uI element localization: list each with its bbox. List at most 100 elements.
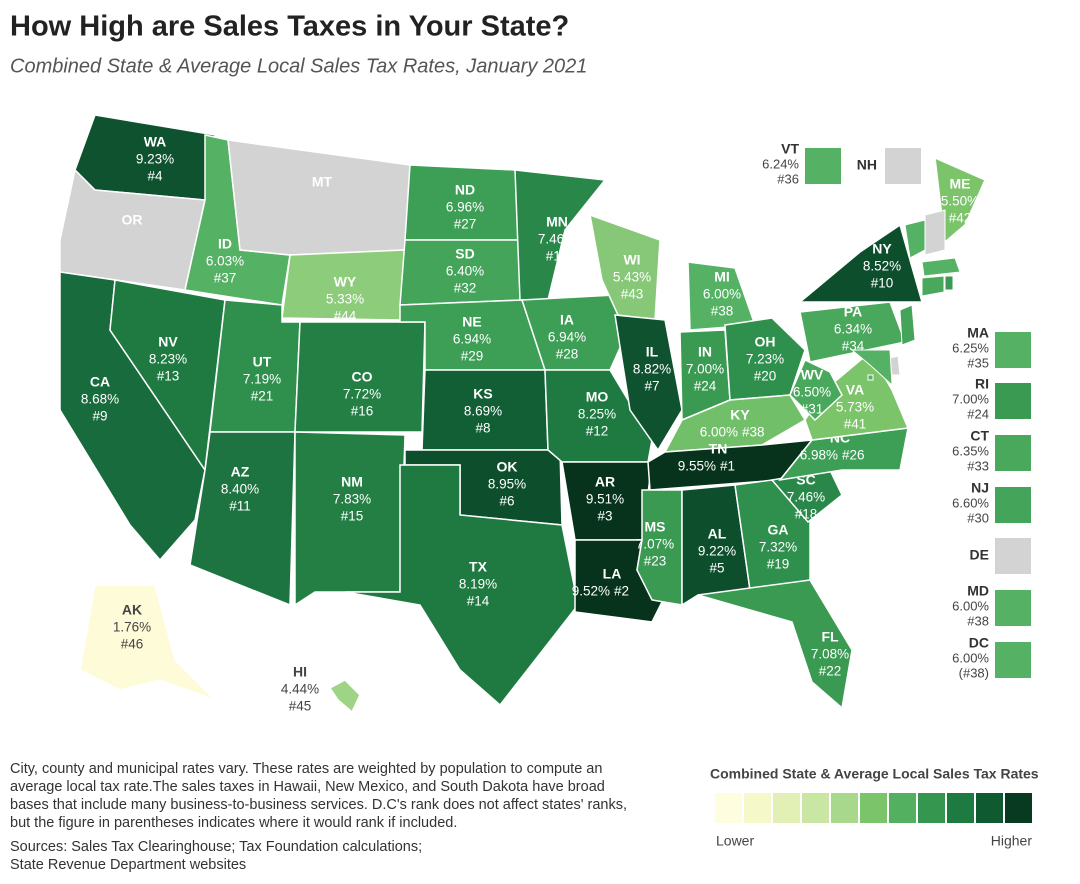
state-box — [805, 148, 841, 184]
state-abbr: NJ — [971, 480, 989, 496]
state-rank: #35 — [967, 355, 989, 370]
subtitle: Combined State & Average Local Sales Tax… — [10, 55, 587, 77]
state-rate: 5.50% — [941, 194, 979, 209]
state-shape — [789, 358, 843, 422]
state-rate: 7.32% — [759, 540, 797, 555]
state-rank: #36 — [777, 171, 799, 186]
state-box — [995, 642, 1031, 678]
state-rank: #33 — [967, 458, 989, 473]
state-abbr: NH — [857, 157, 877, 173]
state-rate: 8.82% — [633, 362, 671, 377]
state-rate: 6.00% — [700, 425, 738, 440]
state-rate: 9.51% — [586, 492, 624, 507]
state-abbr: MS — [645, 519, 666, 535]
state-abbr: RI — [975, 376, 989, 392]
state-abbr: MT — [312, 174, 333, 190]
state-rate: 8.95% — [488, 477, 526, 492]
state-abbr: TX — [469, 559, 488, 575]
state-abbr: MD — [967, 583, 989, 599]
state-shape — [924, 209, 946, 256]
state-shape — [344, 464, 579, 707]
state-abbr: TN — [709, 441, 728, 457]
state-rate: 9.52% — [572, 584, 610, 599]
state-abbr: AK — [122, 602, 142, 618]
state-abbr: FL — [821, 629, 839, 645]
state-abbr: UT — [253, 354, 272, 370]
state-rate: 6.96% — [446, 200, 484, 215]
state-rank: #44 — [334, 309, 357, 324]
state-rate: 7.08% — [811, 647, 849, 662]
state-abbr: OR — [122, 212, 143, 228]
legend-swatch — [831, 793, 858, 823]
state-abbr: NY — [872, 241, 892, 257]
state-abbr: AR — [595, 474, 615, 490]
state-abbr: NM — [341, 474, 363, 490]
state-abbr: WY — [334, 274, 357, 290]
source-line: State Revenue Department websites — [10, 857, 247, 873]
state-abbr: AL — [708, 526, 727, 542]
state-rank: #38 — [711, 304, 734, 319]
state-rank: #17 — [546, 249, 569, 264]
state-shape — [921, 257, 961, 277]
state-rank: #27 — [454, 217, 477, 232]
state-rate: 7.72% — [343, 387, 381, 402]
state-abbr: ND — [455, 182, 475, 198]
state-abbr: PA — [844, 304, 862, 320]
state-box — [995, 538, 1031, 574]
state-abbr: WV — [801, 367, 824, 383]
state-rate: 8.19% — [459, 577, 497, 592]
state-abbr: DE — [970, 547, 989, 563]
state-rank: #19 — [767, 557, 790, 572]
state-shape — [79, 584, 216, 701]
state-shape — [697, 579, 853, 710]
state-abbr: VA — [846, 382, 864, 398]
state-abbr: DC — [969, 635, 989, 651]
state-abbr: CT — [970, 428, 989, 444]
state-rank: #24 — [694, 379, 717, 394]
state-rate: 1.76% — [113, 620, 151, 635]
state-rank: #23 — [644, 554, 667, 569]
state-abbr: KS — [473, 386, 492, 402]
state-rate: 8.68% — [81, 392, 119, 407]
state-rank: (#38) — [959, 665, 989, 680]
state-abbr: MN — [546, 214, 568, 230]
state-rank: #31 — [801, 402, 824, 417]
state-rank: #7 — [644, 379, 659, 394]
state-rank: #29 — [461, 349, 484, 364]
state-shape — [944, 275, 954, 291]
state-rank: #2 — [614, 584, 629, 599]
state-shape — [514, 169, 607, 301]
state-rate: 6.24% — [762, 156, 799, 171]
state-rate: 6.35% — [952, 443, 989, 458]
state-rank: #37 — [214, 271, 237, 286]
legend-swatch — [773, 793, 800, 823]
notes: City, county and municipal rates vary. T… — [10, 761, 627, 831]
state-shape — [614, 314, 683, 452]
state-shape — [520, 294, 629, 371]
state-rate: 8.69% — [464, 404, 502, 419]
state-shape — [189, 431, 296, 607]
state-rank: #6 — [499, 494, 514, 509]
legend-title: Combined State & Average Local Sales Tax… — [710, 766, 1039, 782]
state-abbr: HI — [293, 664, 307, 680]
legend-low: Lower — [716, 833, 754, 849]
state-shape — [724, 317, 806, 401]
state-rate: 6.98% — [800, 448, 838, 463]
state-rate: 6.40% — [446, 264, 484, 279]
state-rate: 7.46% — [787, 490, 825, 505]
state-abbr: MI — [714, 269, 730, 285]
state-rate: 5.73% — [836, 400, 874, 415]
state-rate: 7.46% — [538, 232, 576, 247]
state-rate: 6.34% — [834, 322, 872, 337]
state-rank: #22 — [819, 664, 842, 679]
state-shape — [850, 349, 893, 387]
state-rank: #24 — [967, 406, 989, 421]
state-abbr: ID — [218, 236, 232, 252]
state-rate: 9.22% — [698, 544, 736, 559]
state-rate: 6.03% — [206, 254, 244, 269]
legend-swatch — [860, 793, 887, 823]
state-rate: 6.00% — [952, 598, 989, 613]
state-rate: 9.55% — [678, 459, 716, 474]
legend-swatch — [976, 793, 1003, 823]
